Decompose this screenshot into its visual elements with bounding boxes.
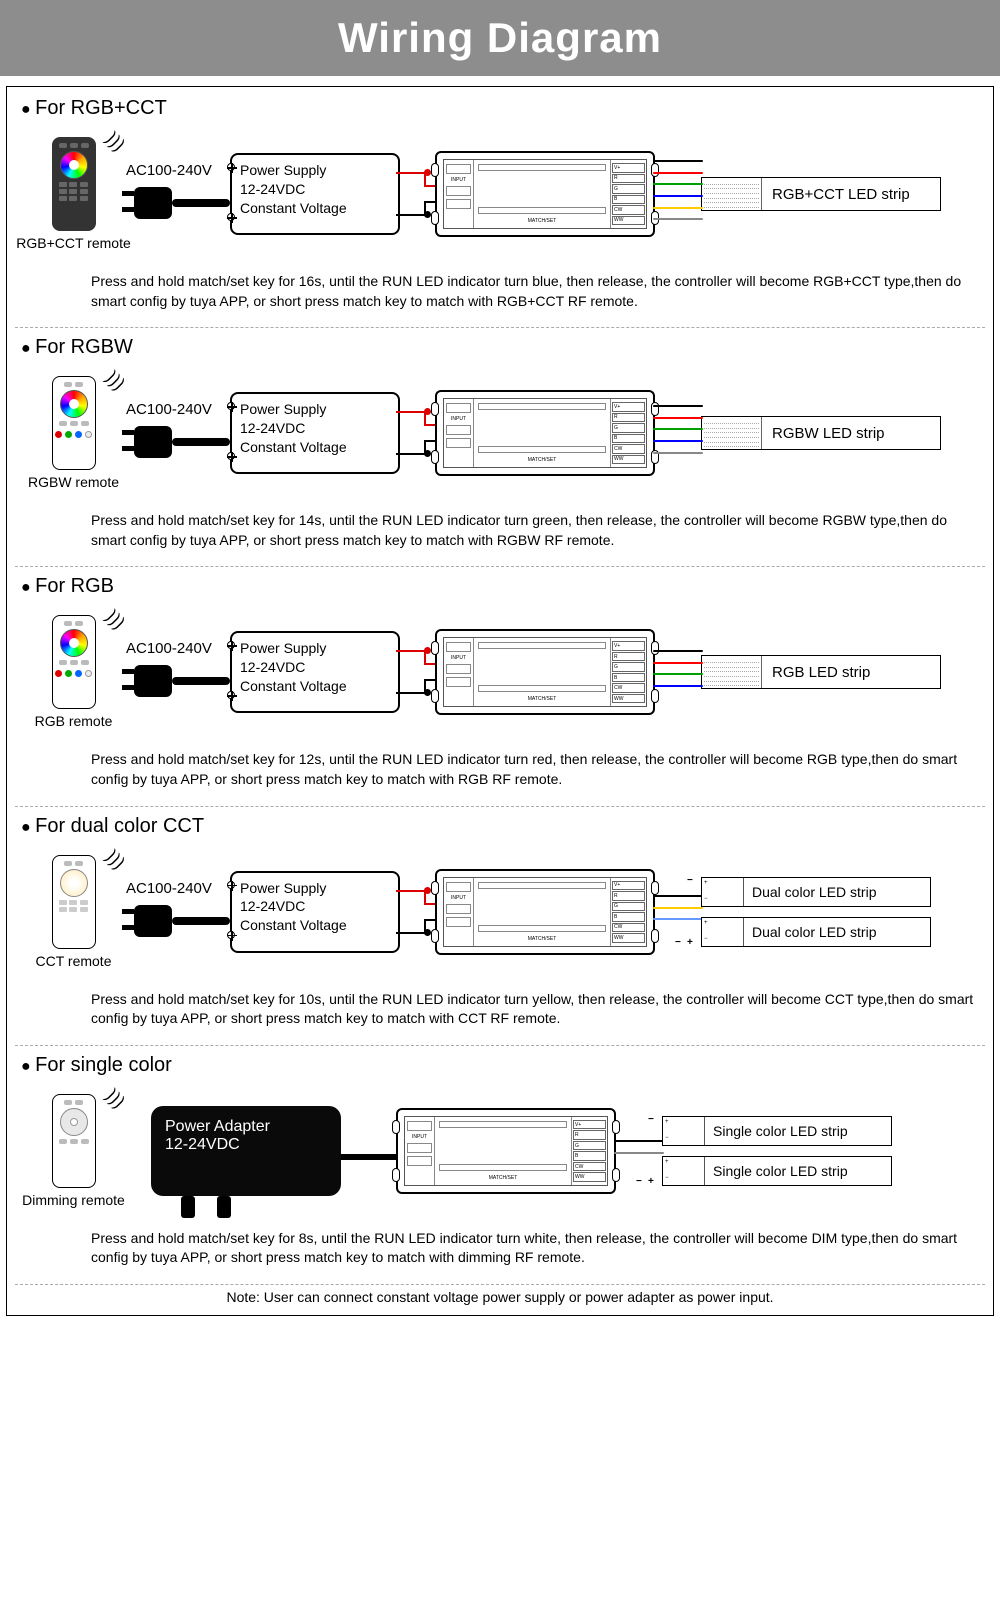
section-rgbcct: For RGB+CCT ⟯⟯⟯ RGB+CCT remote AC100-240… xyxy=(7,93,993,323)
section-title: For RGB xyxy=(21,575,983,598)
remote-device xyxy=(52,855,96,949)
psu-line1: Power Supply xyxy=(240,161,390,180)
diagram-container: For RGB+CCT ⟯⟯⟯ RGB+CCT remote AC100-240… xyxy=(6,86,994,1316)
adapter-line1: Power Adapter xyxy=(165,1118,327,1136)
ac-voltage-label: AC100-240V xyxy=(126,880,212,897)
section-cct: For dual color CCT ⟯⟯⟯ CCT remote AC100-… xyxy=(7,811,993,1041)
strip-label: RGB+CCT LED strip xyxy=(762,186,940,203)
section-divider xyxy=(15,566,985,567)
strip-label: Single color LED strip xyxy=(705,1123,891,1139)
psu-line3: Constant Voltage xyxy=(240,199,390,218)
adapter-line2: 12-24VDC xyxy=(165,1136,327,1154)
led-strip: RGBW LED strip xyxy=(701,416,941,450)
ac-plug: AC100-240V xyxy=(120,880,230,944)
section-title: For single color xyxy=(21,1054,983,1077)
output-wires xyxy=(653,632,703,712)
wireless-icon: ⟯⟯⟯ xyxy=(101,845,129,873)
ac-plug: AC100-240V xyxy=(120,162,230,226)
psu-line3: Constant Voltage xyxy=(240,916,390,935)
ac-voltage-label: AC100-240V xyxy=(126,640,212,657)
psu-line2: 12-24VDC xyxy=(240,658,390,677)
psu-line1: Power Supply xyxy=(240,879,390,898)
instruction-text: Press and hold match/set key for 16s, un… xyxy=(91,272,983,311)
section-rgbw: For RGBW ⟯⟯⟯ RGBW remote AC100-240V xyxy=(7,332,993,562)
strip-label: RGBW LED strip xyxy=(762,425,940,442)
remote-label: RGB+CCT remote xyxy=(16,235,131,251)
strip-label: Dual color LED strip xyxy=(744,924,930,940)
instruction-text: Press and hold match/set key for 8s, unt… xyxy=(91,1229,983,1268)
led-strip: RGB LED strip xyxy=(701,655,941,689)
footer-note: Note: User can connect constant voltage … xyxy=(7,1289,993,1305)
section-title: For RGB+CCT xyxy=(21,97,983,120)
controller-unit: INPUT MATCH/SET V+RGBCWWW xyxy=(435,629,655,715)
remote-label: RGBW remote xyxy=(28,474,119,490)
section-title: For RGBW xyxy=(21,336,983,359)
ac-voltage-label: AC100-240V xyxy=(126,162,212,179)
ac-plug: AC100-240V xyxy=(120,640,230,704)
remote-label: CCT remote xyxy=(36,953,112,969)
wireless-icon: ⟯⟯⟯ xyxy=(101,1084,129,1112)
strip-label: RGB LED strip xyxy=(762,664,940,681)
instruction-text: Press and hold match/set key for 10s, un… xyxy=(91,990,983,1029)
section-divider xyxy=(15,327,985,328)
controller-unit: INPUT MATCH/SET V+RGBCWWW xyxy=(435,390,655,476)
led-strip: +− Single color LED strip xyxy=(662,1156,892,1186)
psu-line3: Constant Voltage xyxy=(240,677,390,696)
page-title: Wiring Diagram xyxy=(0,0,1000,76)
section-dim: For single color ⟯⟯⟯ Dimming remote Powe… xyxy=(7,1050,993,1280)
section-title: For dual color CCT xyxy=(21,815,983,838)
led-strip: RGB+CCT LED strip xyxy=(701,177,941,211)
power-supply: Power Supply 12-24VDC Constant Voltage xyxy=(230,392,400,474)
power-adapter: Power Adapter 12-24VDC xyxy=(151,1106,341,1196)
led-strip: +− Dual color LED strip xyxy=(701,917,931,947)
psu-line2: 12-24VDC xyxy=(240,897,390,916)
strip-label: Single color LED strip xyxy=(705,1163,891,1179)
psu-line3: Constant Voltage xyxy=(240,438,390,457)
wireless-icon: ⟯⟯⟯ xyxy=(101,128,129,156)
instruction-text: Press and hold match/set key for 14s, un… xyxy=(91,511,983,550)
psu-line2: 12-24VDC xyxy=(240,180,390,199)
wireless-icon: ⟯⟯⟯ xyxy=(101,367,129,395)
remote-device xyxy=(52,376,96,470)
remote-label: RGB remote xyxy=(35,713,113,729)
psu-line1: Power Supply xyxy=(240,400,390,419)
instruction-text: Press and hold match/set key for 12s, un… xyxy=(91,750,983,789)
controller-unit: INPUT MATCH/SET V+RGBCWWW xyxy=(435,869,655,955)
psu-line2: 12-24VDC xyxy=(240,419,390,438)
led-strip: +− Dual color LED strip xyxy=(701,877,931,907)
section-divider xyxy=(15,1045,985,1046)
power-supply: Power Supply 12-24VDC Constant Voltage xyxy=(230,153,400,235)
output-wires xyxy=(653,393,703,473)
output-wires xyxy=(653,154,703,234)
section-rgb: For RGB ⟯⟯⟯ RGB remote AC100-240V xyxy=(7,571,993,801)
remote-device xyxy=(52,615,96,709)
ac-voltage-label: AC100-240V xyxy=(126,401,212,418)
led-strip: +− Single color LED strip xyxy=(662,1116,892,1146)
power-supply: Power Supply 12-24VDC Constant Voltage xyxy=(230,871,400,953)
strip-label: Dual color LED strip xyxy=(744,884,930,900)
remote-label: Dimming remote xyxy=(22,1192,125,1208)
psu-line1: Power Supply xyxy=(240,639,390,658)
remote-device xyxy=(52,1094,96,1188)
section-divider xyxy=(15,806,985,807)
wireless-icon: ⟯⟯⟯ xyxy=(101,606,129,634)
controller-unit: INPUT MATCH/SET V+RGBCWWW xyxy=(435,151,655,237)
power-supply: Power Supply 12-24VDC Constant Voltage xyxy=(230,631,400,713)
controller-unit: INPUT MATCH/SET V+RGBCWWW xyxy=(396,1108,616,1194)
ac-plug: AC100-240V xyxy=(120,401,230,465)
remote-device xyxy=(52,137,96,231)
section-divider xyxy=(15,1284,985,1285)
